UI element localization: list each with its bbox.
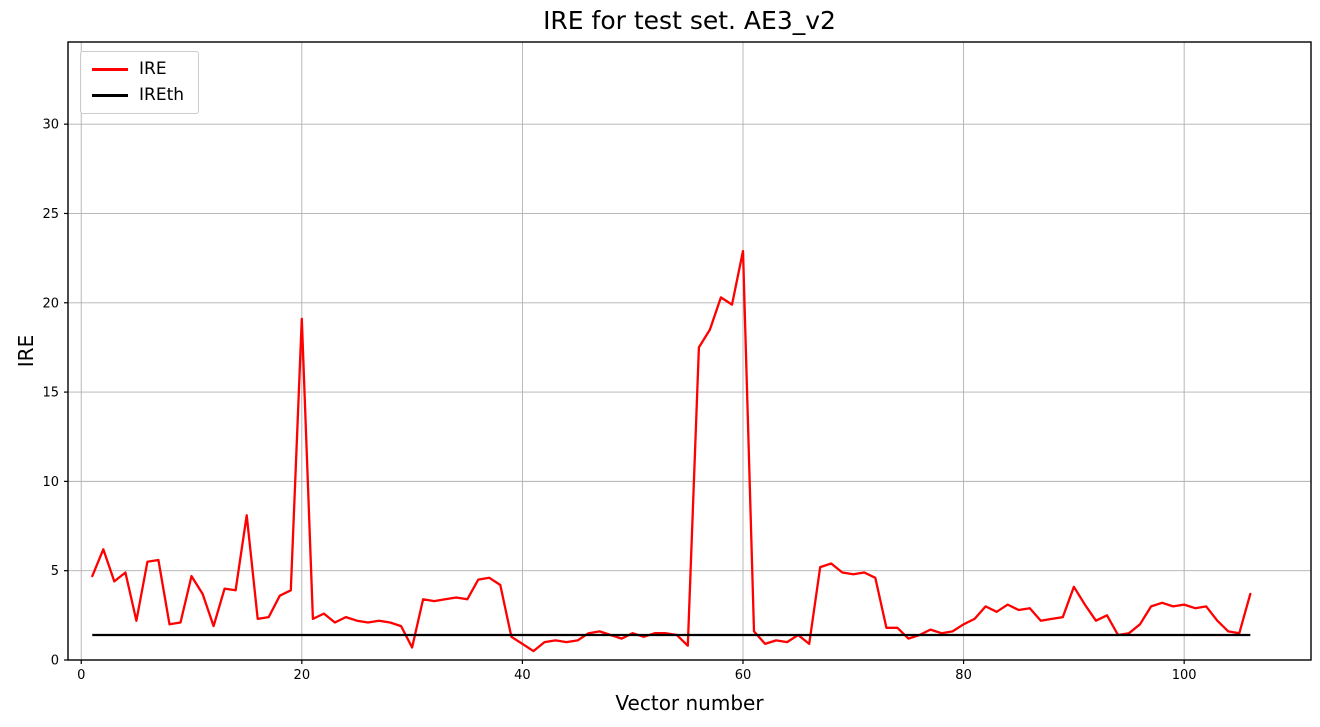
x-axis-label: Vector number — [615, 691, 764, 715]
x-tick-label: 60 — [735, 668, 752, 683]
x-tick-label: 20 — [294, 668, 311, 683]
legend-label-ireth: IREth — [139, 85, 185, 105]
y-axis-label: IRE — [14, 334, 38, 368]
x-tick-label: 0 — [77, 668, 85, 683]
x-tick-label: 40 — [514, 668, 531, 683]
y-tick-label: 25 — [42, 207, 59, 222]
y-tick-label: 20 — [42, 296, 59, 311]
ireth-line-swatch — [92, 94, 128, 97]
legend-item-ireth: IREth — [92, 87, 184, 104]
x-tick-label: 100 — [1172, 668, 1197, 683]
y-tick-label: 15 — [42, 386, 59, 401]
y-tick-label: 5 — [51, 564, 59, 579]
legend-label-ire: IRE — [139, 59, 167, 79]
x-tick-label: 80 — [955, 668, 972, 683]
axes-frame — [67, 41, 1312, 661]
ire-series-line — [91, 249, 1252, 653]
y-tick-label: 10 — [42, 475, 59, 490]
chart-title: IRE for test set. AE3_v2 — [543, 6, 836, 35]
legend: IRE IREth — [80, 51, 200, 114]
y-tick-label: 30 — [42, 118, 59, 133]
legend-item-ire: IRE — [92, 61, 184, 78]
ire-line-swatch — [92, 68, 128, 71]
y-tick-label: 0 — [51, 654, 59, 669]
